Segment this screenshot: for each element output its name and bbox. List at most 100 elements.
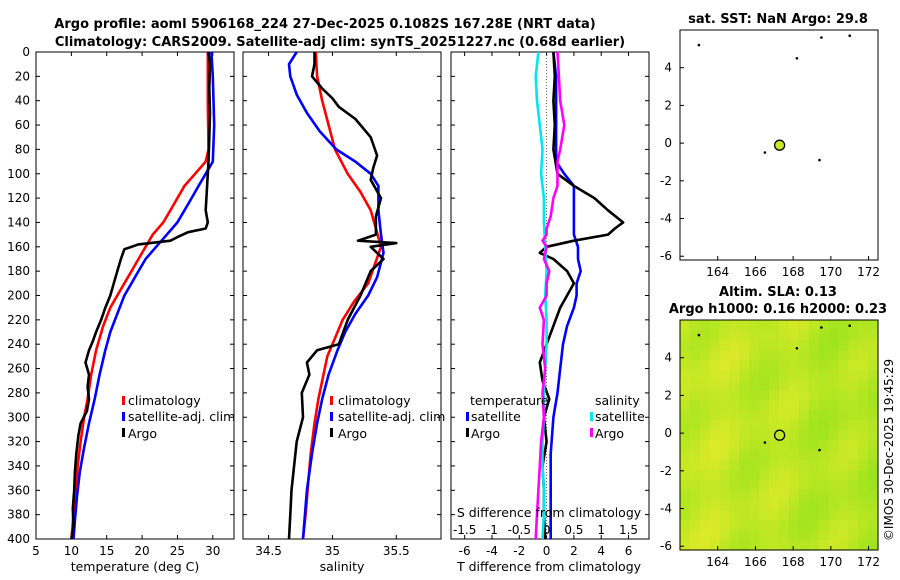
heatmap-cell [798, 410, 810, 421]
heatmap-cell [739, 350, 750, 361]
depth-tick-label: 300 [7, 410, 30, 424]
heatmap-cell [739, 340, 750, 351]
heatmap-cell [729, 510, 740, 521]
heatmap-cell [818, 460, 830, 471]
heatmap-cell [779, 350, 790, 361]
y-tick-label: 0 [664, 136, 672, 150]
heatmap-cell [808, 330, 820, 341]
heatmap-cell [788, 500, 800, 511]
heatmap-cell [838, 500, 849, 511]
heatmap-cell [759, 510, 770, 521]
heatmap-cell [828, 430, 839, 441]
heatmap-cell [769, 410, 780, 421]
legend-label-climatology: climatology [338, 393, 411, 408]
heatmap-cell [838, 470, 849, 481]
heatmap-cell [798, 460, 810, 471]
heatmap-cell [739, 510, 750, 521]
heatmap-cell [680, 460, 691, 471]
heatmap-cell [858, 510, 869, 521]
heatmap-cell [729, 360, 740, 371]
heatmap-cell [788, 540, 800, 551]
depth-tick-label: 220 [7, 313, 30, 327]
legend-marker-argo [122, 428, 125, 437]
float-dot [820, 36, 823, 39]
heatmap-cell [848, 500, 859, 511]
heatmap-cell [818, 490, 830, 501]
heatmap-cell [709, 510, 721, 521]
heatmap-cell [858, 370, 869, 381]
heatmap-cell [828, 390, 839, 401]
heatmap-cell [719, 430, 731, 441]
heatmap-cell [689, 420, 701, 431]
heatmap-cell [868, 380, 879, 391]
depth-tick-label: 320 [7, 435, 30, 449]
heatmap-cell [739, 440, 750, 451]
y-tick-label: 4 [664, 61, 672, 75]
legend-label-argo: Argo [338, 426, 367, 441]
heatmap-cell [709, 500, 721, 511]
heatmap-cell [689, 320, 701, 331]
heatmap-cell [719, 470, 731, 481]
heatmap-cell [818, 510, 830, 521]
heatmap-cell [769, 490, 780, 501]
heatmap-cell [709, 460, 721, 471]
x-tick-label: 166 [744, 555, 767, 569]
heatmap-cell [808, 380, 820, 391]
heatmap-cell [709, 400, 721, 411]
heatmap-cell [680, 390, 691, 401]
heatmap-cell [848, 520, 859, 531]
heatmap-cell [699, 400, 711, 411]
heatmap-cell [739, 450, 750, 461]
heatmap-cell [818, 420, 830, 431]
heatmap-cell [749, 460, 760, 471]
heatmap-cell [769, 510, 780, 521]
heatmap-cell [680, 340, 691, 351]
heatmap-cell [739, 370, 750, 381]
heatmap-cell [868, 520, 879, 531]
heatmap-cell [709, 380, 721, 391]
heatmap-cell [749, 320, 760, 331]
depth-tick-label: 260 [7, 362, 30, 376]
heatmap-cell [699, 470, 711, 481]
heatmap-cell [848, 360, 859, 371]
heatmap-cell [838, 380, 849, 391]
heatmap-cell [779, 460, 790, 471]
sst-map-panel: 164 166 168 170 172 4 2 0 -2 -4 -6 [660, 29, 880, 279]
title-line-2: Climatology: CARS2009. Satellite-adj cli… [55, 35, 625, 50]
heatmap-cell [858, 400, 869, 411]
heatmap-cell [739, 410, 750, 421]
heatmap-cell [729, 350, 740, 361]
heatmap-cell [749, 450, 760, 461]
heatmap-cell [729, 470, 740, 481]
side-stamp: ©IMOS 30-Dec-2025 19:45:29 [882, 359, 896, 541]
x-tick-label: 4 [597, 544, 605, 558]
heatmap-cell [729, 490, 740, 501]
heatmap-cell [719, 400, 731, 411]
heatmap-cell [808, 470, 820, 481]
y-tick-label: 2 [664, 388, 672, 402]
heatmap-cell [858, 380, 869, 391]
heatmap-cell [808, 510, 820, 521]
heatmap-cell [719, 330, 731, 341]
heatmap-cell [788, 360, 800, 371]
heatmap-cell [788, 470, 800, 481]
heatmap-cell [788, 320, 800, 331]
heatmap-cell [848, 510, 859, 521]
x-tick-label: 170 [819, 265, 842, 279]
heatmap-cell [779, 380, 790, 391]
heatmap-cell [759, 390, 770, 401]
heatmap-cell [858, 420, 869, 431]
heatmap-cell [759, 380, 770, 391]
heatmap-cell [680, 510, 691, 521]
depth-tick-label: 60 [15, 118, 30, 132]
heatmap-cell [868, 490, 879, 501]
heatmap-cell [729, 390, 740, 401]
heatmap-cell [808, 370, 820, 381]
float-dot [763, 151, 767, 154]
heatmap-cell [848, 320, 859, 331]
heatmap-cell [749, 330, 760, 341]
heatmap-cell [749, 480, 760, 491]
heatmap-cell [689, 490, 701, 501]
heatmap-cell [808, 400, 820, 411]
legend-marker-s-satellite [590, 412, 593, 421]
